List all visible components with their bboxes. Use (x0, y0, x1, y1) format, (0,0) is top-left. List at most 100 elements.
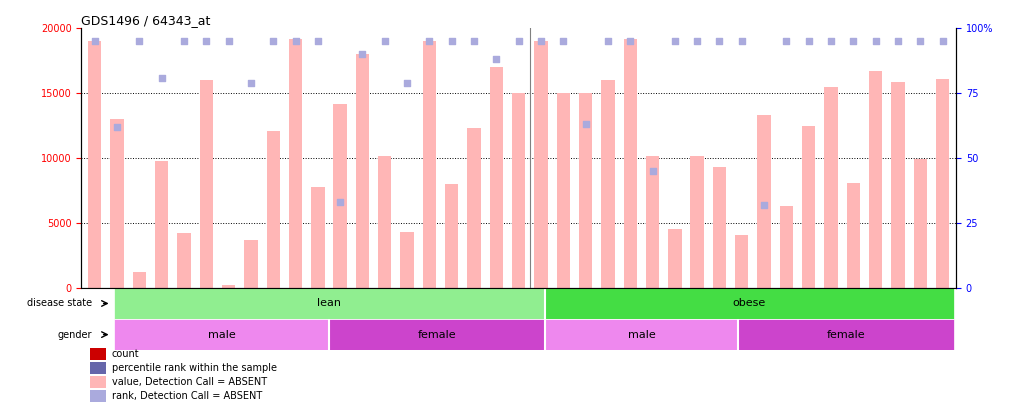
Bar (825, 87, 838, 288)
Point (376, 38, 393, 45)
Bar (155, 161, 169, 288)
Point (778, 38, 794, 45)
Point (690, 38, 706, 45)
Bar (244, 240, 257, 288)
Bar (544, 288, 954, 319)
Point (221, 38, 237, 45)
Bar (423, 41, 436, 288)
Point (86, 38, 103, 45)
Bar (534, 41, 548, 288)
Text: value, Detection Call = ABSENT: value, Detection Call = ABSENT (112, 377, 267, 387)
Bar (846, 183, 860, 288)
Point (890, 38, 906, 45)
Point (912, 38, 929, 45)
Bar (289, 39, 302, 288)
Bar (758, 115, 771, 288)
Bar (668, 230, 681, 288)
Text: disease state: disease state (27, 298, 93, 309)
Point (667, 38, 683, 45)
Point (243, 80, 259, 86)
Text: female: female (827, 330, 865, 340)
Point (399, 80, 415, 86)
Point (288, 38, 304, 45)
Point (622, 38, 639, 45)
Bar (544, 319, 738, 350)
Point (466, 38, 482, 45)
Text: lean: lean (317, 298, 341, 309)
Bar (91, 376, 106, 388)
Bar (780, 206, 793, 288)
Text: gender: gender (58, 330, 93, 340)
Bar (177, 233, 191, 288)
Point (800, 38, 817, 45)
Point (533, 38, 549, 45)
Bar (556, 93, 570, 288)
Bar (199, 80, 213, 288)
Point (733, 38, 750, 45)
Point (109, 124, 125, 130)
Point (154, 75, 170, 81)
Bar (691, 156, 704, 288)
Bar (111, 119, 124, 288)
Point (868, 38, 884, 45)
Bar (91, 390, 106, 402)
Text: rank, Detection Call = ABSENT: rank, Detection Call = ABSENT (112, 391, 262, 401)
Bar (330, 319, 544, 350)
Bar (114, 319, 330, 350)
Bar (489, 67, 503, 288)
Text: count: count (112, 349, 139, 359)
Bar (91, 362, 106, 373)
Point (578, 121, 594, 128)
Bar (266, 131, 280, 288)
Point (421, 38, 437, 45)
Point (488, 56, 504, 63)
Point (645, 168, 661, 174)
Point (131, 38, 147, 45)
Text: male: male (207, 330, 235, 340)
Point (935, 38, 951, 45)
Bar (334, 104, 347, 288)
Bar (91, 348, 106, 360)
Text: male: male (627, 330, 655, 340)
Bar (132, 272, 146, 288)
Bar (936, 79, 949, 288)
Point (823, 38, 839, 45)
Bar (601, 80, 614, 288)
Point (600, 38, 616, 45)
Bar (735, 234, 749, 288)
Bar (913, 160, 926, 288)
Bar (468, 128, 481, 288)
Bar (222, 285, 235, 288)
Bar (713, 167, 726, 288)
Text: GDS1496 / 64343_at: GDS1496 / 64343_at (81, 14, 211, 27)
Point (198, 38, 215, 45)
Point (265, 38, 282, 45)
Bar (646, 156, 659, 288)
Bar (114, 288, 544, 319)
Bar (891, 81, 905, 288)
Point (511, 38, 527, 45)
Point (555, 38, 572, 45)
Bar (579, 93, 592, 288)
Point (176, 38, 192, 45)
Point (332, 199, 348, 205)
Bar (738, 319, 954, 350)
Point (443, 38, 460, 45)
Text: percentile rank within the sample: percentile rank within the sample (112, 363, 277, 373)
Point (756, 202, 772, 208)
Bar (802, 126, 816, 288)
Bar (623, 39, 637, 288)
Bar (88, 41, 102, 288)
Point (354, 51, 370, 58)
Bar (378, 156, 392, 288)
Point (711, 38, 727, 45)
Bar (512, 93, 526, 288)
Bar (311, 187, 324, 288)
Point (310, 38, 326, 45)
Point (845, 38, 861, 45)
Bar (445, 184, 459, 288)
Text: female: female (418, 330, 456, 340)
Bar (401, 232, 414, 288)
Text: obese: obese (732, 298, 766, 309)
Bar (869, 71, 883, 288)
